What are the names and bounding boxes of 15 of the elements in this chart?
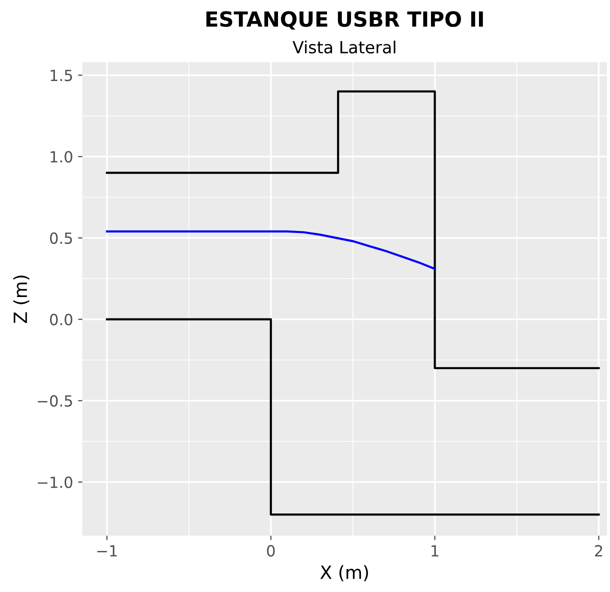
x-tick-label: 2 [595, 545, 602, 556]
y-tick-label: 1.5 [50, 70, 72, 82]
y-tick-label: −0.5 [38, 395, 72, 407]
y-tick-label: 0.0 [50, 314, 72, 326]
y-tick-label: −1.0 [38, 476, 72, 488]
x-axis-title: X (m) [320, 565, 368, 582]
chart-title: ESTANQUE USBR TIPO II [206, 11, 483, 30]
y-tick-label: 0.5 [50, 232, 72, 244]
x-tick-label: −1 [97, 545, 117, 556]
x-tick-label: 1 [432, 545, 438, 556]
x-tick-label: 0 [267, 545, 275, 557]
chart-subtitle: Vista Lateral [292, 40, 396, 54]
y-axis-title: Z (m) [13, 276, 30, 324]
y-tick-label: 1.0 [50, 151, 72, 163]
line-series [106, 230, 436, 270]
